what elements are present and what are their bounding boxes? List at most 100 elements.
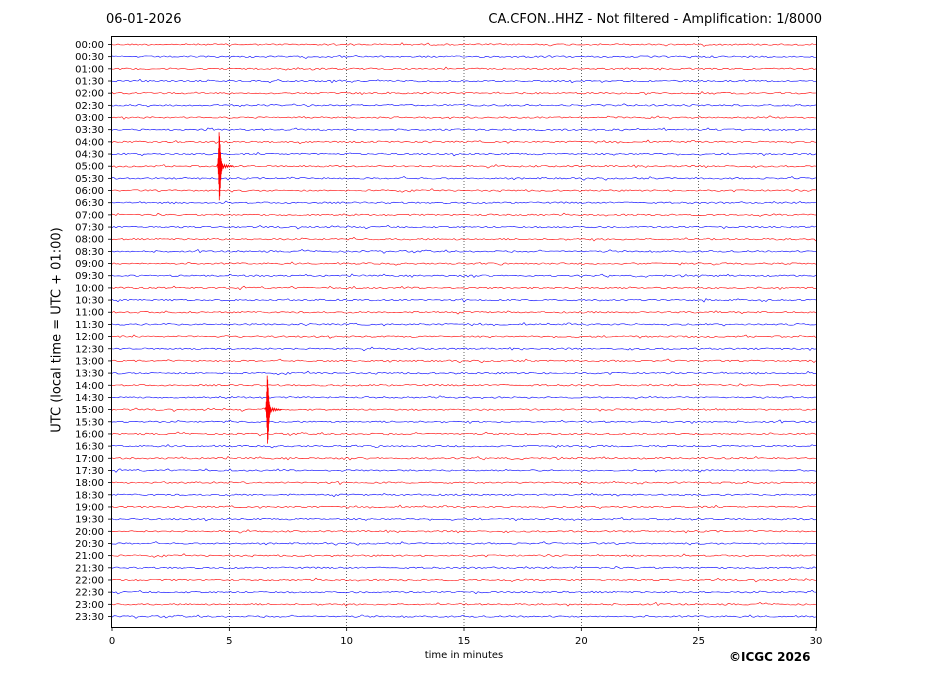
y-tick-label: 18:30 xyxy=(75,490,104,501)
x-tick-label: 25 xyxy=(692,636,705,647)
trace-0230 xyxy=(111,103,817,108)
trace-0800 xyxy=(111,237,817,242)
y-tick-label: 00:00 xyxy=(75,40,104,51)
y-tick-label: 10:30 xyxy=(75,296,104,307)
y-tick-label: 13:00 xyxy=(75,356,104,367)
y-axis-label: UTC (local time = UTC + 01:00) xyxy=(49,227,65,433)
trace-1300 xyxy=(111,358,817,364)
trace-0530 xyxy=(111,176,817,181)
y-tick-label: 06:00 xyxy=(75,186,104,197)
trace-lines xyxy=(111,42,817,619)
y-tick-label: 22:30 xyxy=(75,588,104,599)
y-tick-label: 17:30 xyxy=(75,466,104,477)
y-tick-label: 01:00 xyxy=(75,64,104,75)
trace-0500 xyxy=(111,164,817,169)
trace-1900 xyxy=(111,504,817,509)
y-tick-label: 05:30 xyxy=(75,174,104,185)
trace-2000 xyxy=(111,529,817,534)
earthquake-event xyxy=(216,132,234,201)
y-tick-label: 15:00 xyxy=(75,405,104,416)
y-tick-label: 10:00 xyxy=(75,283,104,294)
trace-1030 xyxy=(111,298,817,303)
trace-1700 xyxy=(111,455,817,461)
y-tick-label: 01:30 xyxy=(75,77,104,88)
x-tick-label: 15 xyxy=(458,636,471,647)
chart-title: CA.CFON..HHZ - Not filtered - Amplificat… xyxy=(488,12,822,27)
y-tick-label: 07:00 xyxy=(75,210,104,221)
x-axis-label: time in minutes xyxy=(424,650,504,661)
y-tick-label: 13:30 xyxy=(75,369,104,380)
trace-0330 xyxy=(111,127,817,132)
trace-1800 xyxy=(111,480,817,485)
trace-1130 xyxy=(111,322,817,327)
y-tick-label: 21:00 xyxy=(75,551,104,562)
y-tick-label: 12:30 xyxy=(75,344,104,355)
y-tick-label: 22:00 xyxy=(75,575,104,586)
y-tick-label: 11:30 xyxy=(75,320,104,331)
trace-0300 xyxy=(111,115,817,120)
y-tick-label: 16:30 xyxy=(75,442,104,453)
trace-1730 xyxy=(111,468,817,473)
trace-2200 xyxy=(111,577,817,583)
y-tick-label: 19:30 xyxy=(75,515,104,526)
x-tick-label: 20 xyxy=(575,636,588,647)
trace-1500 xyxy=(111,407,817,412)
trace-0100 xyxy=(111,66,817,71)
grid-lines xyxy=(229,37,699,627)
trace-1930 xyxy=(111,517,817,522)
trace-0600 xyxy=(111,188,817,193)
y-tick-label: 04:00 xyxy=(75,137,104,148)
y-tick-label: 02:30 xyxy=(75,101,104,112)
trace-1200 xyxy=(111,334,817,339)
trace-1530 xyxy=(111,419,817,424)
y-tick-label: 03:30 xyxy=(75,125,104,136)
y-tick-label: 20:30 xyxy=(75,539,104,550)
y-tick-label: 14:00 xyxy=(75,381,104,392)
event-marks xyxy=(216,132,282,444)
trace-1230 xyxy=(111,346,817,352)
trace-2300 xyxy=(111,601,817,607)
y-tick-label: 03:00 xyxy=(75,113,104,124)
trace-0030 xyxy=(111,55,817,59)
y-tick-label: 05:00 xyxy=(75,162,104,173)
trace-0430 xyxy=(111,151,817,157)
trace-0730 xyxy=(111,225,817,230)
trace-1430 xyxy=(111,395,817,400)
trace-0630 xyxy=(111,200,817,205)
y-tick-label: 04:30 xyxy=(75,150,104,161)
trace-1630 xyxy=(111,444,817,449)
trace-2230 xyxy=(111,589,817,595)
x-tick-label: 30 xyxy=(810,636,823,647)
y-tick-label: 02:00 xyxy=(75,89,104,100)
trace-0900 xyxy=(111,261,817,266)
y-tick-label: 07:30 xyxy=(75,223,104,234)
y-tick-label: 12:00 xyxy=(75,332,104,343)
y-tick-label: 09:30 xyxy=(75,271,104,282)
y-tick-label: 14:30 xyxy=(75,393,104,404)
y-tick-label: 08:00 xyxy=(75,235,104,246)
trace-1600 xyxy=(111,431,817,437)
copyright-label: ©ICGC 2026 xyxy=(729,650,811,664)
y-tick-label: 21:30 xyxy=(75,563,104,574)
trace-1100 xyxy=(111,310,817,315)
x-tick-labels: 0 5 10 15 20 25 30 xyxy=(109,627,823,647)
y-tick-label: 19:00 xyxy=(75,502,104,513)
trace-1000 xyxy=(111,285,817,291)
date-label: 06-01-2026 xyxy=(106,12,182,27)
trace-1400 xyxy=(111,383,817,387)
y-tick-label: 20:00 xyxy=(75,527,104,538)
y-tick-label: 09:00 xyxy=(75,259,104,270)
y-tick-label: 15:30 xyxy=(75,417,104,428)
y-tick-label: 18:00 xyxy=(75,478,104,489)
trace-0130 xyxy=(111,78,817,84)
y-tick-label: 23:30 xyxy=(75,612,104,623)
trace-2030 xyxy=(111,541,817,546)
x-tick-label: 0 xyxy=(109,636,115,647)
trace-0000 xyxy=(111,42,817,47)
y-tick-label: 00:30 xyxy=(75,52,104,63)
y-tick-label: 06:30 xyxy=(75,198,104,209)
y-tick-label: 16:00 xyxy=(75,429,104,440)
y-tick-label: 17:00 xyxy=(75,454,104,465)
